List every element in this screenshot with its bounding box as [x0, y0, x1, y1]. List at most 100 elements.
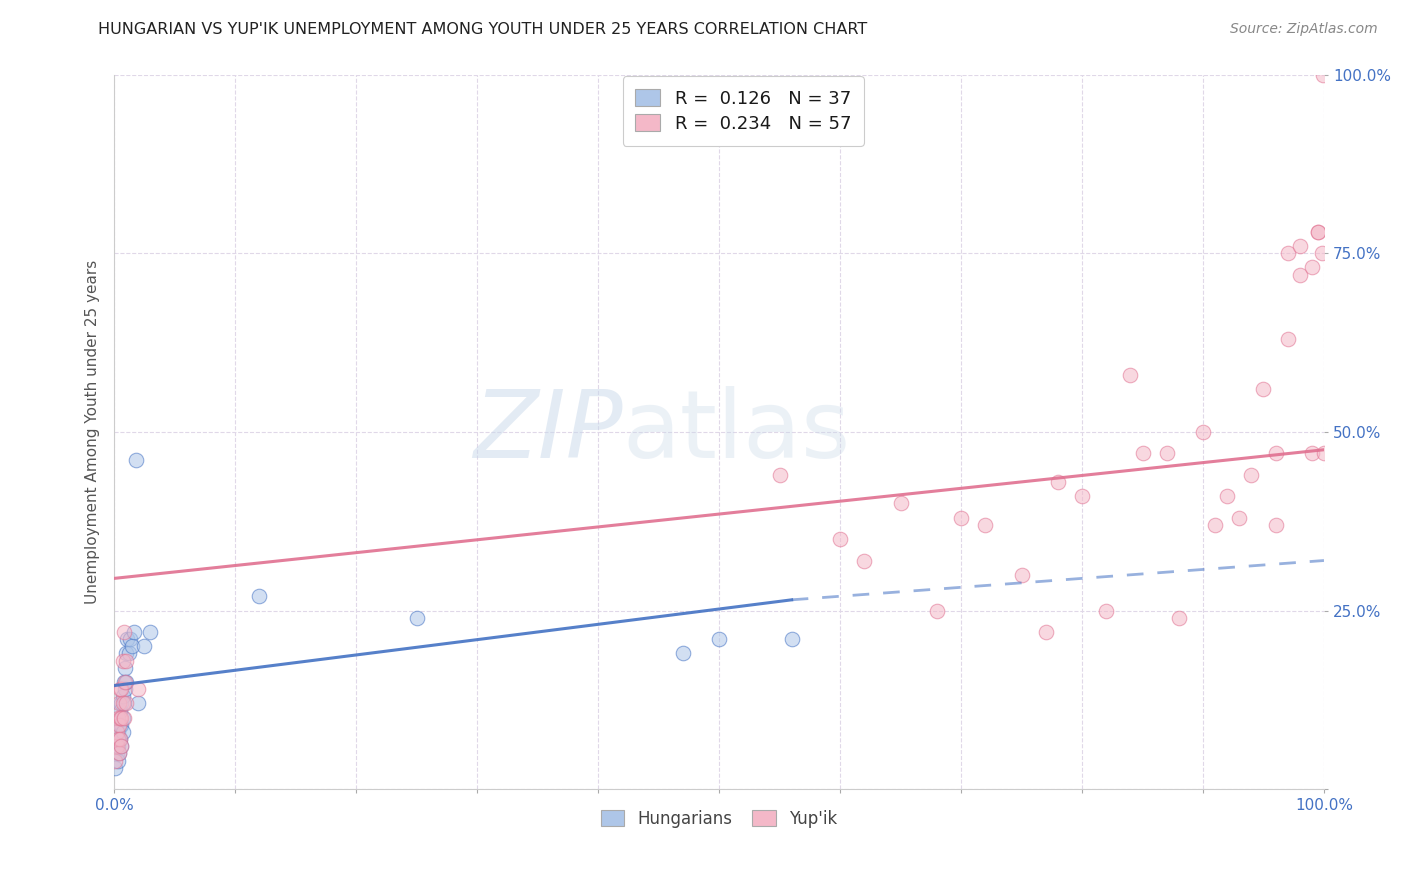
Point — [108, 718, 131, 732]
Legend: Hungarians, Yup'ik: Hungarians, Yup'ik — [595, 803, 844, 835]
Point — [950, 510, 973, 524]
Point — [107, 754, 129, 768]
Point — [1310, 246, 1333, 260]
Text: atlas: atlas — [623, 386, 851, 478]
Point — [780, 632, 803, 647]
Point — [1071, 489, 1094, 503]
Point — [114, 682, 136, 697]
Point — [1156, 446, 1178, 460]
Point — [112, 625, 135, 640]
Point — [1240, 467, 1263, 482]
Point — [112, 675, 135, 690]
Point — [139, 625, 162, 640]
Y-axis label: Unemployment Among Youth under 25 years: Unemployment Among Youth under 25 years — [86, 260, 100, 604]
Point — [110, 682, 132, 697]
Point — [707, 632, 730, 647]
Point — [1313, 446, 1336, 460]
Point — [121, 640, 143, 654]
Point — [1204, 517, 1226, 532]
Point — [107, 711, 129, 725]
Point — [890, 496, 912, 510]
Point — [108, 747, 131, 761]
Point — [105, 747, 128, 761]
Point — [1264, 446, 1286, 460]
Point — [1312, 68, 1334, 82]
Point — [1011, 567, 1033, 582]
Point — [1306, 225, 1329, 239]
Point — [117, 632, 139, 647]
Point — [853, 553, 876, 567]
Point — [768, 467, 790, 482]
Point — [110, 704, 132, 718]
Point — [1095, 603, 1118, 617]
Point — [107, 725, 129, 739]
Point — [828, 532, 851, 546]
Point — [110, 732, 132, 747]
Point — [1306, 225, 1329, 239]
Point — [134, 640, 156, 654]
Point — [110, 711, 132, 725]
Point — [247, 589, 270, 603]
Point — [1216, 489, 1239, 503]
Point — [405, 610, 427, 624]
Point — [115, 675, 138, 690]
Text: ZIP: ZIP — [472, 386, 623, 477]
Point — [111, 690, 134, 704]
Point — [125, 453, 148, 467]
Point — [115, 647, 138, 661]
Point — [1288, 239, 1310, 253]
Point — [112, 697, 135, 711]
Point — [105, 725, 128, 739]
Point — [1119, 368, 1142, 382]
Point — [1301, 260, 1323, 275]
Point — [115, 654, 138, 668]
Point — [111, 697, 134, 711]
Point — [107, 739, 129, 754]
Point — [974, 517, 997, 532]
Point — [1167, 610, 1189, 624]
Point — [114, 661, 136, 675]
Point — [110, 697, 132, 711]
Point — [1046, 475, 1069, 489]
Text: HUNGARIAN VS YUP'IK UNEMPLOYMENT AMONG YOUTH UNDER 25 YEARS CORRELATION CHART: HUNGARIAN VS YUP'IK UNEMPLOYMENT AMONG Y… — [98, 22, 868, 37]
Point — [122, 625, 145, 640]
Point — [118, 647, 141, 661]
Point — [1227, 510, 1250, 524]
Point — [115, 697, 138, 711]
Point — [127, 697, 149, 711]
Point — [108, 697, 131, 711]
Point — [108, 747, 131, 761]
Point — [1192, 425, 1215, 439]
Point — [110, 739, 132, 754]
Point — [111, 654, 134, 668]
Text: Source: ZipAtlas.com: Source: ZipAtlas.com — [1230, 22, 1378, 37]
Point — [110, 682, 132, 697]
Point — [1253, 382, 1275, 396]
Point — [105, 739, 128, 754]
Point — [672, 647, 695, 661]
Point — [127, 682, 149, 697]
Point — [110, 718, 132, 732]
Point — [111, 725, 134, 739]
Point — [108, 732, 131, 747]
Point — [1277, 332, 1299, 346]
Point — [110, 732, 132, 747]
Point — [111, 711, 134, 725]
Point — [105, 732, 128, 747]
Point — [1132, 446, 1154, 460]
Point — [110, 718, 132, 732]
Point — [1277, 246, 1299, 260]
Point — [112, 711, 135, 725]
Point — [104, 754, 127, 768]
Point — [107, 732, 129, 747]
Point — [925, 603, 948, 617]
Point — [110, 739, 132, 754]
Point — [1301, 446, 1323, 460]
Point — [1264, 517, 1286, 532]
Point — [1288, 268, 1310, 282]
Point — [114, 675, 136, 690]
Point — [1035, 625, 1057, 640]
Point — [110, 711, 132, 725]
Point — [104, 761, 127, 775]
Point — [118, 632, 141, 647]
